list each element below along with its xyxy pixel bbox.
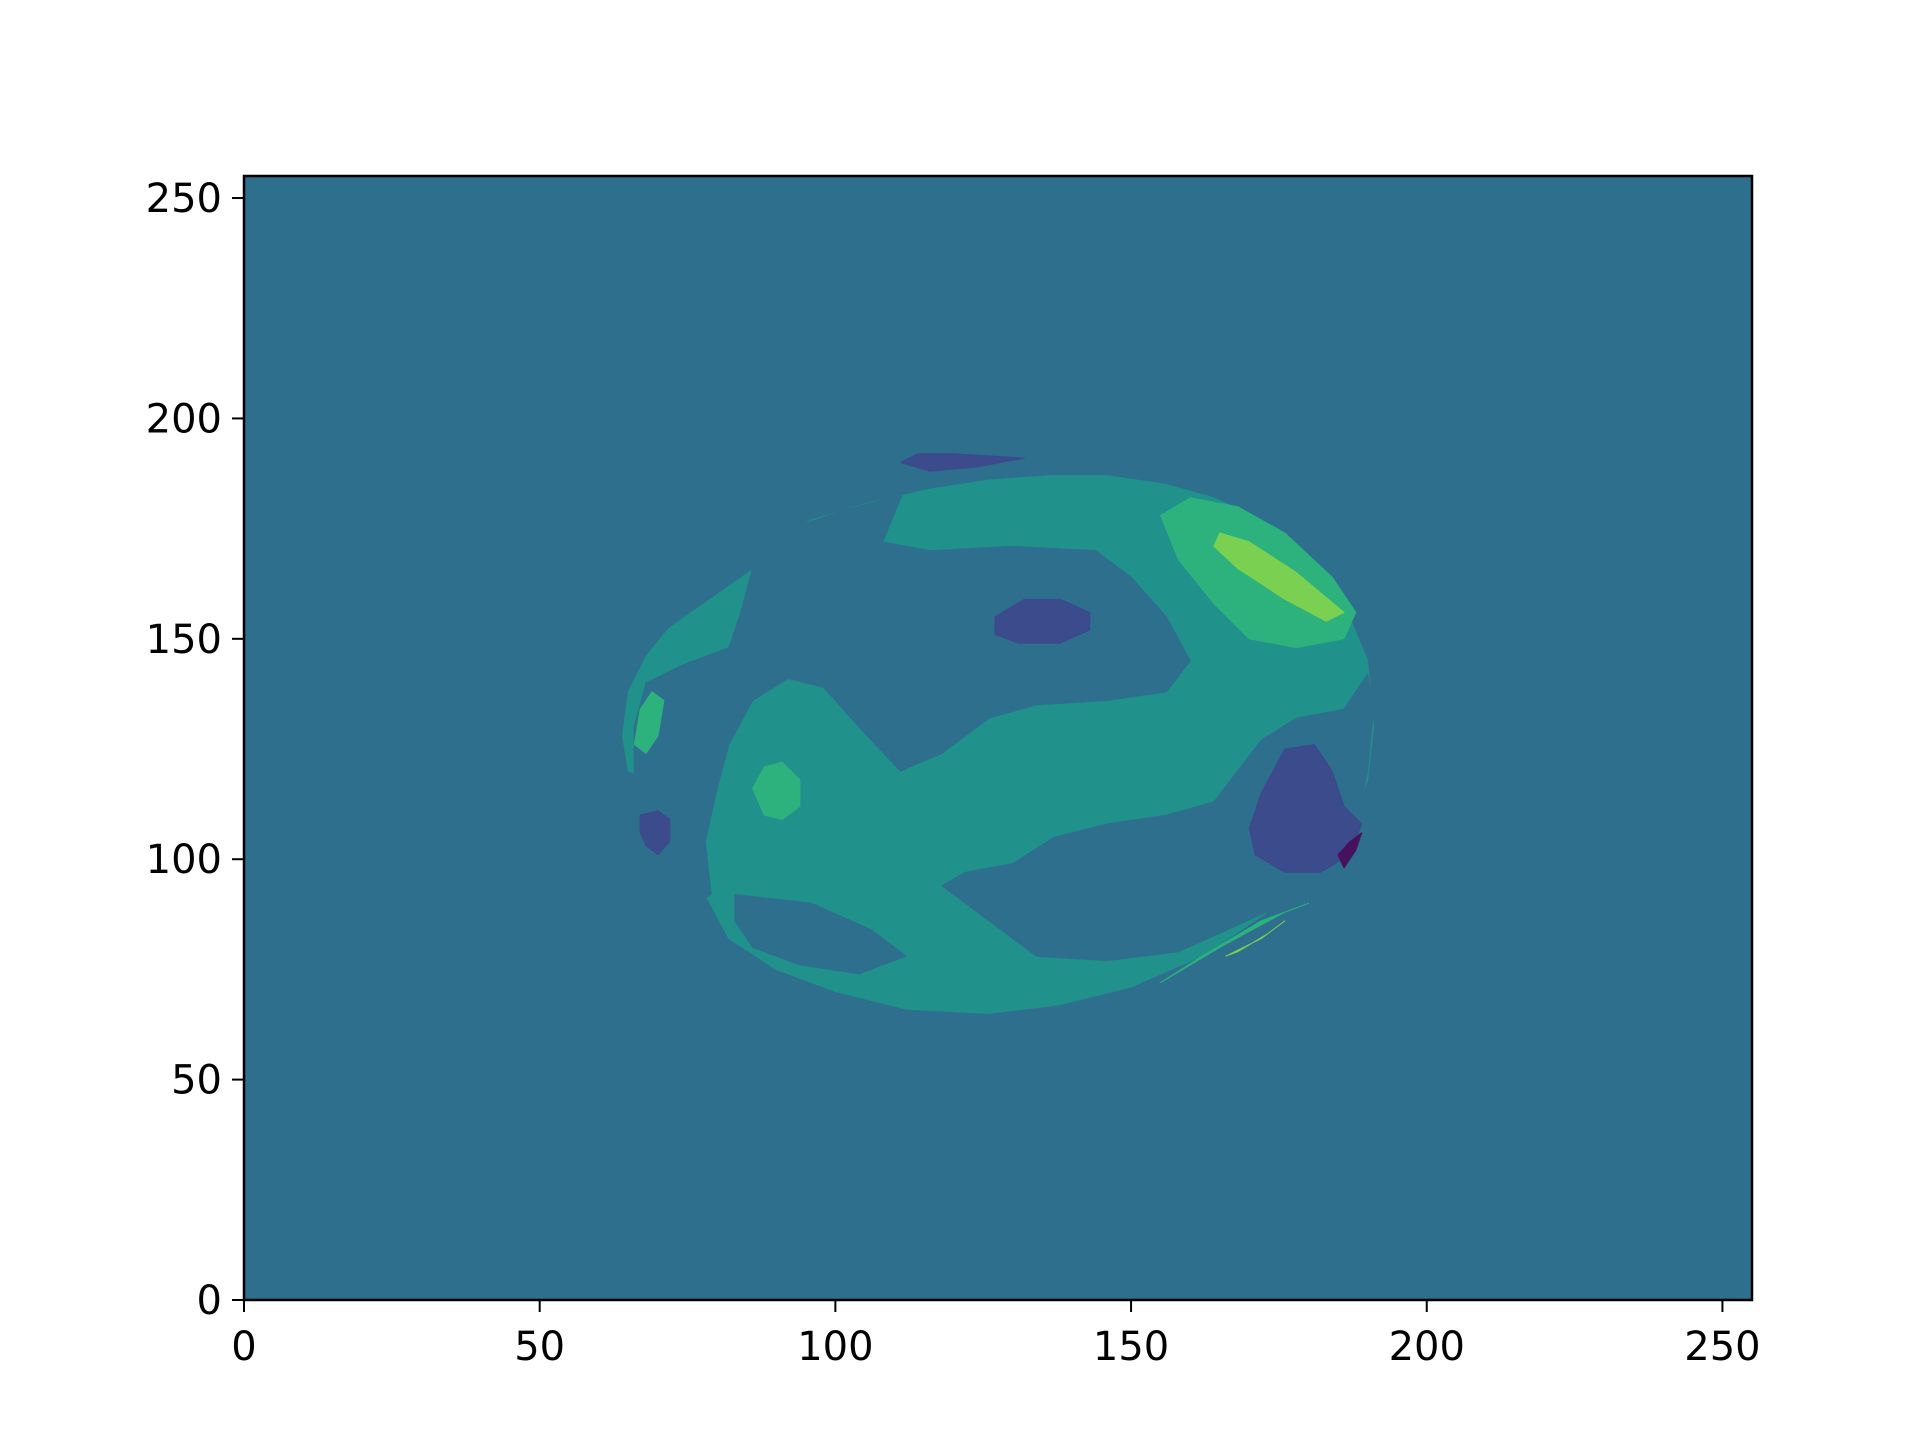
- y-tick-label: 50: [171, 1058, 222, 1104]
- contour-region-brightest-lobe-upper-right: [1213, 532, 1345, 622]
- contour-region-dark-strip-top: [899, 453, 1026, 472]
- contour-region-darkest-spot-right: [1337, 832, 1363, 869]
- contour-region-bright-strip-bottom-right: [1160, 902, 1309, 984]
- y-tick-label: 200: [146, 396, 222, 442]
- axes-frame: [242, 174, 1754, 1302]
- contour-region-bg-lobe-bottom: [734, 894, 907, 975]
- x-axis: 0 50 100 150 200 250: [231, 1300, 1761, 1370]
- contour-region-bg-lobe-upper-left: [633, 470, 1191, 913]
- contour-region-bright-lobe-center-left: [752, 761, 801, 820]
- x-tick-label: 50: [514, 1324, 565, 1370]
- contour-region-dark-spot-right: [1248, 744, 1363, 873]
- contour-region-brightest-strip-bottom-right: [1225, 920, 1286, 957]
- y-tick-label: 100: [146, 837, 222, 883]
- x-tick-label: 200: [1389, 1324, 1465, 1370]
- y-tick-label: 150: [146, 617, 222, 663]
- x-tick-label: 150: [1093, 1324, 1169, 1370]
- y-tick-label: 0: [197, 1278, 222, 1324]
- contour-region-dark-spot-center: [994, 598, 1091, 644]
- x-tick-label: 250: [1684, 1324, 1760, 1370]
- contour-region-bright-lobe-far-left: [633, 691, 665, 754]
- x-tick-label: 0: [231, 1324, 256, 1370]
- x-tick-label: 100: [797, 1324, 873, 1370]
- contour-regions: [622, 453, 1374, 1014]
- contour-region-dark-spot-left: [639, 810, 671, 856]
- y-axis: 0 50 100 150 200 250: [146, 176, 244, 1324]
- plot-area: [244, 176, 1752, 1300]
- y-tick-label: 250: [146, 176, 222, 222]
